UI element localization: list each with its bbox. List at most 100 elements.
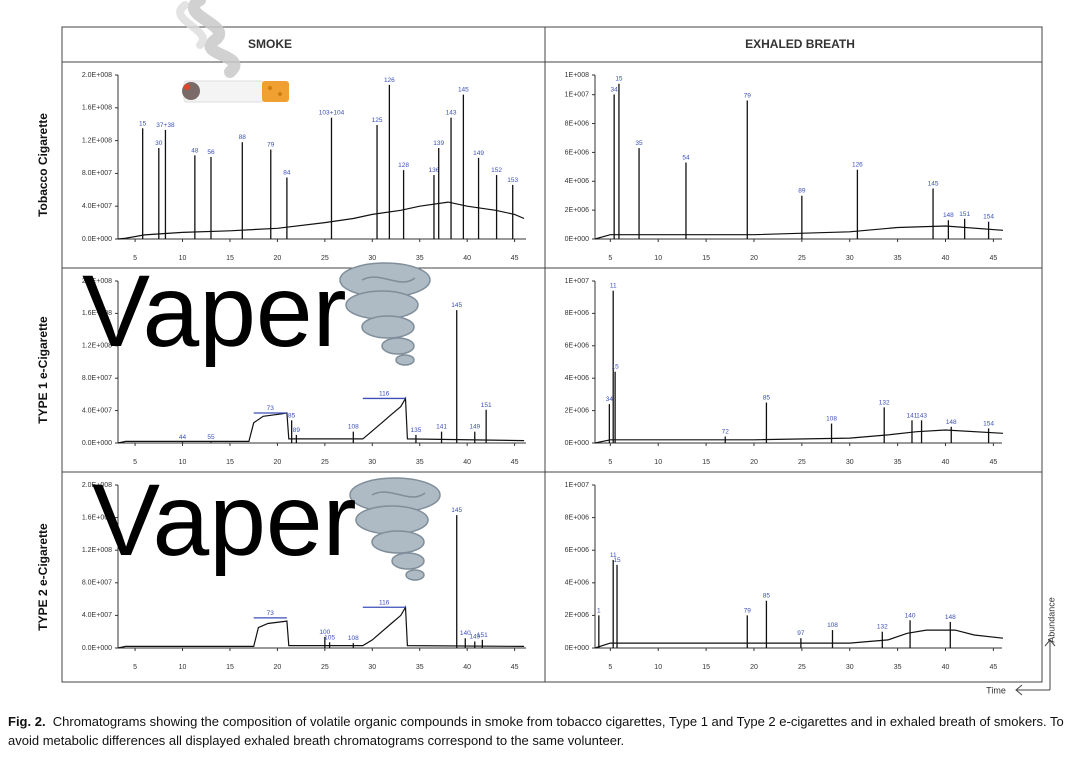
trace — [594, 629, 1004, 649]
x-tick-label: 20 — [750, 459, 758, 466]
y-tick-label: 0E+000 — [565, 236, 589, 243]
y-tick-label: 1E+007 — [565, 92, 589, 99]
y-tick-label: 4E+006 — [565, 178, 589, 185]
x-tick-label: 10 — [179, 664, 187, 671]
y-tick-label: 8.0E+007 — [82, 580, 112, 587]
peak-label: 141 — [436, 424, 447, 431]
x-tick-label: 15 — [226, 459, 234, 466]
x-tick-label: 25 — [321, 459, 329, 466]
x-tick-label: 25 — [321, 255, 329, 262]
x-tick-label: 40 — [942, 664, 950, 671]
peak-label: 154 — [983, 420, 994, 427]
y-tick-label: 6E+006 — [565, 149, 589, 156]
peak-label: 11 — [610, 552, 617, 559]
peak-label: 128 — [398, 162, 409, 169]
x-tick-label: 45 — [511, 459, 519, 466]
y-tick-label: 8.0E+007 — [82, 375, 112, 382]
peak-label: 56 — [207, 149, 215, 156]
row-label: Tobacco Cigarette — [36, 113, 50, 217]
peak-label: 11 — [610, 283, 617, 290]
peak-label: 145 — [451, 302, 462, 309]
y-tick-label: 1.6E+008 — [82, 105, 112, 112]
peak-label: 145 — [451, 507, 462, 514]
peak-label: 37+38 — [156, 122, 175, 129]
x-tick-label: 20 — [750, 664, 758, 671]
axis-hint-arrows — [1015, 639, 1056, 696]
peak-label: 149 — [473, 150, 484, 157]
peak-label: 79 — [267, 142, 275, 149]
x-tick-label: 30 — [846, 459, 854, 466]
peak-label: 151 — [477, 632, 488, 639]
peak-label: 108 — [348, 635, 359, 642]
peak-label: 34 — [611, 86, 619, 93]
frame — [61, 26, 1043, 683]
tornado-icon — [339, 262, 431, 366]
trace — [117, 201, 525, 240]
peak-label: 1 — [597, 607, 601, 614]
y-tick-label: 8.0E+007 — [82, 170, 112, 177]
peak-label: 125 — [372, 117, 383, 124]
peak-label: 151 — [959, 211, 970, 218]
trace — [594, 429, 1004, 444]
peak-label: 103+104 — [319, 110, 345, 117]
y-tick-label: 2.0E+008 — [82, 278, 112, 285]
x-tick-label: 45 — [989, 255, 997, 262]
y-tick-label: 4.0E+007 — [82, 203, 112, 210]
peak-label: 89 — [798, 188, 806, 195]
caption-text: Chromatograms showing the composition of… — [8, 714, 1064, 748]
column-header: SMOKE — [248, 37, 292, 51]
x-tick-label: 20 — [274, 664, 282, 671]
x-tick-label: 5 — [133, 664, 137, 671]
peak-label: 140 — [905, 612, 916, 619]
peak-label: 139 — [433, 140, 444, 147]
y-tick-label: 6E+006 — [565, 343, 589, 350]
x-tick-label: 40 — [942, 255, 950, 262]
y-tick-label: 4E+006 — [565, 375, 589, 382]
y-tick-label: 1.2E+008 — [82, 547, 112, 554]
hump-label: 73 — [267, 405, 275, 412]
peak-label: 54 — [682, 155, 690, 162]
hump-label: 116 — [379, 599, 390, 606]
y-tick-label: 2.0E+008 — [82, 482, 112, 489]
y-tick-label: 4E+006 — [565, 580, 589, 587]
x-tick-label: 35 — [894, 459, 902, 466]
peak-label: 85 — [763, 593, 771, 600]
peak-label: 143 — [916, 412, 927, 419]
peak-label: 153 — [507, 177, 518, 184]
peak-label: 44 — [179, 434, 187, 441]
x-tick-label: 40 — [942, 459, 950, 466]
overlay-text: Vaper — [82, 254, 347, 368]
x-tick-label: 5 — [133, 255, 137, 262]
x-tick-label: 45 — [989, 459, 997, 466]
peak-label: 126 — [852, 162, 863, 169]
peak-label: 88 — [239, 134, 247, 141]
overlay-text: Vaper — [92, 463, 357, 577]
peak-label: 55 — [207, 434, 215, 441]
peak-label: 30 — [155, 140, 163, 147]
y-tick-label: 0.0E+000 — [82, 440, 112, 447]
hump-label: 73 — [267, 610, 275, 617]
peak-label: 34 — [606, 396, 614, 403]
peak-label: 148 — [945, 614, 956, 621]
peak-label: 48 — [191, 147, 199, 154]
x-tick-label: 35 — [416, 664, 424, 671]
peak-label: 154 — [983, 214, 994, 221]
x-tick-label: 45 — [989, 664, 997, 671]
peak-label: 136 — [429, 167, 440, 174]
x-tick-label: 15 — [226, 255, 234, 262]
y-tick-label: 2.0E+008 — [82, 72, 112, 79]
peak-label: 132 — [877, 624, 888, 631]
y-tick-label: 2E+006 — [565, 407, 589, 414]
peak-label: 97 — [797, 630, 805, 637]
y-hint: Abundance — [1046, 597, 1056, 643]
y-tick-label: 1E+007 — [565, 482, 589, 489]
x-tick-label: 35 — [894, 255, 902, 262]
peak-label: 108 — [826, 416, 837, 423]
y-tick-label: 1.6E+008 — [82, 310, 112, 317]
peak-label: 135 — [411, 427, 422, 434]
y-tick-label: 1.2E+008 — [82, 137, 112, 144]
x-tick-label: 35 — [416, 459, 424, 466]
x-tick-label: 40 — [463, 255, 471, 262]
row-label: TYPE 2 e-Cigarette — [36, 523, 50, 631]
